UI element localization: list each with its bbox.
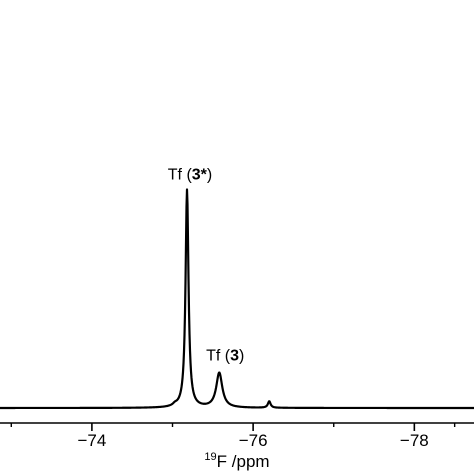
x-tick-label: −74 (77, 431, 106, 450)
peak-label: Tf (3) (206, 347, 244, 364)
spectrum-line (0, 188, 474, 410)
x-axis-title-superscript: 19 (204, 451, 216, 463)
peak-label: Tf (3*) (168, 166, 212, 183)
x-tick-label: −76 (239, 431, 268, 450)
x-axis-title-text: F /ppm (217, 452, 270, 471)
x-axis-tick-labels: −74 −76 −78 (77, 431, 428, 450)
peak-labels: Tf (3*) Tf (3) (168, 166, 245, 364)
x-axis-title: 19F /ppm (204, 451, 269, 471)
x-tick-label: −78 (400, 431, 429, 450)
x-axis-ticks (10, 423, 456, 431)
